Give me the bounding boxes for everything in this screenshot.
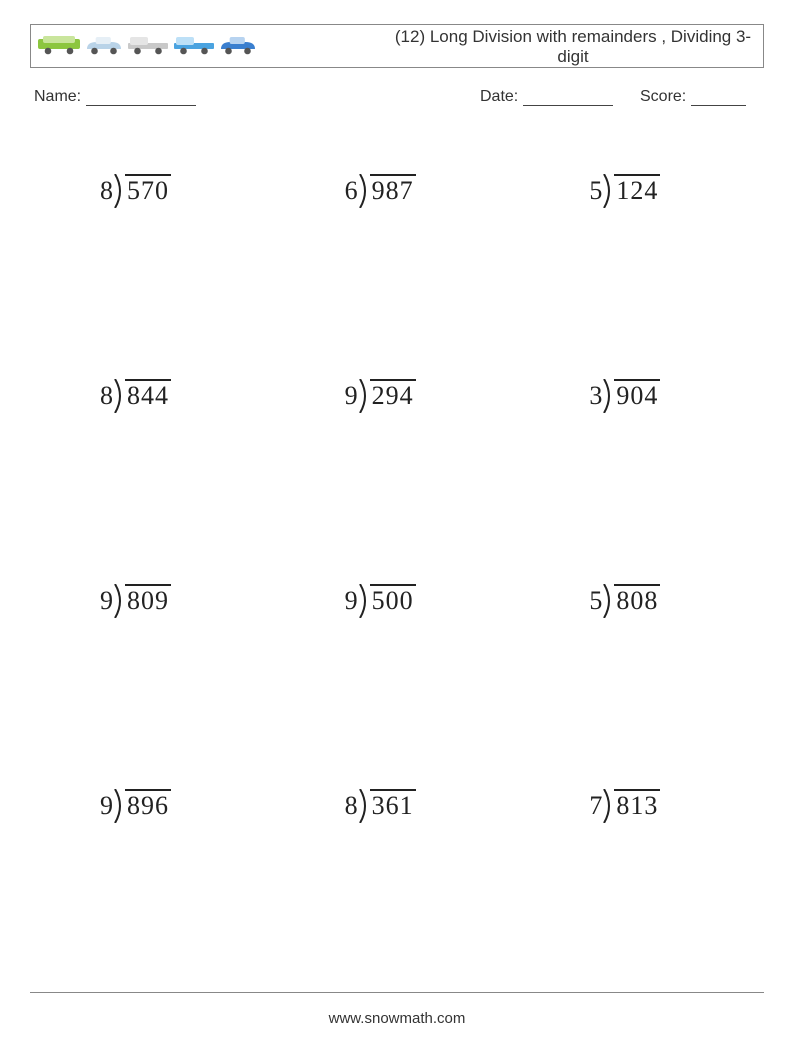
- dividend: 809: [125, 584, 171, 615]
- dividend: 808: [614, 584, 660, 615]
- dividend: 896: [125, 789, 171, 820]
- car-row: [37, 35, 257, 57]
- dividend: 813: [614, 789, 660, 820]
- division-bracket-icon: [602, 789, 614, 823]
- problem: 8 570: [30, 140, 275, 345]
- problem: 9 896: [30, 755, 275, 960]
- worksheet-page: (12) Long Division with remainders , Div…: [0, 0, 794, 1053]
- dividend-wrap: 813: [604, 791, 660, 821]
- division-bracket-icon: [358, 379, 370, 413]
- footer-text: www.snowmath.com: [0, 1010, 794, 1027]
- dividend: 124: [614, 174, 660, 205]
- long-division: 8 844: [100, 381, 171, 411]
- long-division: 8 361: [345, 791, 416, 821]
- dividend-wrap: 809: [115, 586, 171, 616]
- car-icon: [37, 35, 81, 57]
- car-icon: [85, 35, 123, 57]
- dividend-wrap: 896: [115, 791, 171, 821]
- dividend: 570: [125, 174, 171, 205]
- problem: 5 808: [519, 550, 764, 755]
- date-label: Date:: [480, 88, 518, 105]
- worksheet-title: (12) Long Division with remainders , Div…: [393, 27, 753, 67]
- division-bracket-icon: [113, 379, 125, 413]
- division-bracket-icon: [113, 174, 125, 208]
- division-bracket-icon: [602, 379, 614, 413]
- problem: 7 813: [519, 755, 764, 960]
- problem: 9 809: [30, 550, 275, 755]
- problem: 6 987: [275, 140, 520, 345]
- score-blank[interactable]: [691, 91, 746, 106]
- score-label: Score:: [640, 88, 686, 105]
- dividend: 987: [370, 174, 416, 205]
- problem: 5 124: [519, 140, 764, 345]
- long-division: 9 500: [345, 586, 416, 616]
- dividend-wrap: 844: [115, 381, 171, 411]
- date-blank[interactable]: [523, 91, 613, 106]
- dividend-wrap: 904: [604, 381, 660, 411]
- dividend-wrap: 987: [360, 176, 416, 206]
- long-division: 9 294: [345, 381, 416, 411]
- dividend-wrap: 294: [360, 381, 416, 411]
- division-bracket-icon: [358, 584, 370, 618]
- dividend: 904: [614, 379, 660, 410]
- problems-grid: 8 570 6 987 5 124 8: [30, 140, 764, 960]
- long-division: 8 570: [100, 176, 171, 206]
- problem: 8 361: [275, 755, 520, 960]
- dividend: 294: [370, 379, 416, 410]
- name-blank[interactable]: [86, 91, 196, 106]
- division-bracket-icon: [602, 174, 614, 208]
- car-icon: [173, 35, 215, 57]
- problem: 9 500: [275, 550, 520, 755]
- dividend: 844: [125, 379, 171, 410]
- long-division: 9 809: [100, 586, 171, 616]
- dividend-wrap: 500: [360, 586, 416, 616]
- long-division: 7 813: [589, 791, 660, 821]
- dividend-wrap: 808: [604, 586, 660, 616]
- long-division: 5 124: [589, 176, 660, 206]
- division-bracket-icon: [358, 789, 370, 823]
- date-field: Date:: [480, 88, 613, 106]
- long-division: 9 896: [100, 791, 171, 821]
- dividend: 500: [370, 584, 416, 615]
- problem: 3 904: [519, 345, 764, 550]
- problem: 8 844: [30, 345, 275, 550]
- division-bracket-icon: [358, 174, 370, 208]
- dividend-wrap: 361: [360, 791, 416, 821]
- long-division: 5 808: [589, 586, 660, 616]
- problem: 9 294: [275, 345, 520, 550]
- long-division: 6 987: [345, 176, 416, 206]
- header-box: (12) Long Division with remainders , Div…: [30, 24, 764, 68]
- name-label: Name:: [34, 88, 81, 105]
- division-bracket-icon: [602, 584, 614, 618]
- division-bracket-icon: [113, 584, 125, 618]
- name-field: Name:: [34, 88, 196, 106]
- division-bracket-icon: [113, 789, 125, 823]
- dividend-wrap: 570: [115, 176, 171, 206]
- dividend-wrap: 124: [604, 176, 660, 206]
- car-icon: [219, 35, 257, 57]
- footer-divider: [30, 992, 764, 993]
- car-icon: [127, 35, 169, 57]
- score-field: Score:: [640, 88, 746, 106]
- long-division: 3 904: [589, 381, 660, 411]
- dividend: 361: [370, 789, 416, 820]
